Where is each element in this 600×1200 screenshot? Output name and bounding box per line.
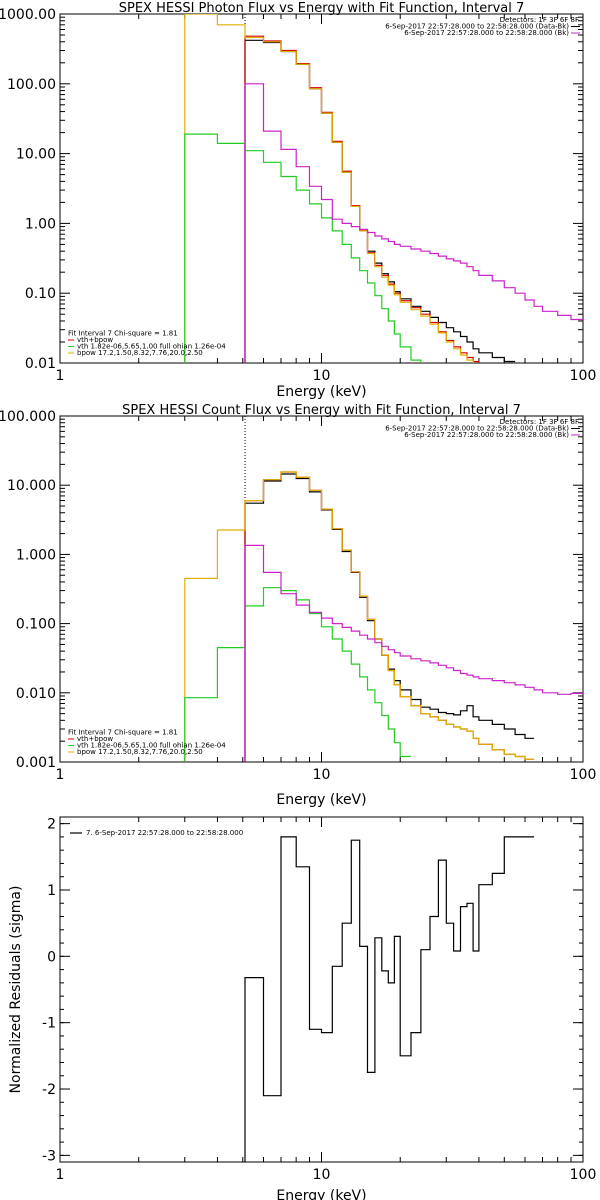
legend-entry: vth 1.82e-06,5.65,1.00 full ohian 1.26e-… bbox=[77, 742, 226, 750]
legend-entry: vth+bpow bbox=[77, 336, 113, 344]
x-axis: 1 10 100 bbox=[56, 14, 597, 384]
y-tick-label: 10.000 bbox=[7, 478, 56, 494]
plot-frame bbox=[59, 415, 584, 763]
x-axis: 1 10 100 bbox=[56, 817, 597, 1183]
series-data bbox=[244, 473, 535, 762]
y-tick-label: 0.010 bbox=[16, 686, 56, 702]
y-tick-label: 0.001 bbox=[16, 755, 56, 771]
y-tick-label: 0.10 bbox=[25, 286, 56, 302]
series-data bbox=[244, 39, 516, 363]
series-vth bbox=[184, 133, 422, 363]
y-tick-label: 0.100 bbox=[16, 617, 56, 633]
legend-entry: vth 1.82e-06,5.65,1.00 full ohian 1.26e-… bbox=[77, 343, 226, 351]
y-axis: 1000.00 100.00 10.00 1.00 0.10 0.01 bbox=[0, 7, 583, 372]
y-tick-label: 10.00 bbox=[16, 147, 56, 163]
legend-bottom: Fit Interval 7 Chi-square = 1.81vth+bpow… bbox=[68, 729, 226, 756]
x-tick-label: 100 bbox=[570, 767, 597, 783]
y-tick-label: 0.01 bbox=[25, 356, 56, 372]
panel-1: SPEX HESSI Photon Flux vs Energy with Fi… bbox=[0, 1, 597, 400]
series-background bbox=[244, 83, 583, 363]
series-group bbox=[244, 836, 535, 1162]
series-residuals bbox=[244, 836, 535, 1162]
x-tick-label: 10 bbox=[313, 1167, 331, 1183]
y-tick-label: 1 bbox=[47, 883, 56, 899]
legend-entry: Fit Interval 7 Chi-square = 1.81 bbox=[68, 330, 178, 338]
y-tick-label: -1 bbox=[42, 1016, 56, 1032]
x-tick-label: 1 bbox=[56, 368, 65, 384]
legend-entry: 6-Sep-2017 22:57:28.000 to 22:58:28.000 … bbox=[385, 425, 569, 433]
x-axis-label: Energy (keV) bbox=[276, 1188, 366, 1200]
y-tick-label: -2 bbox=[42, 1082, 56, 1098]
x-axis-label: Energy (keV) bbox=[276, 384, 366, 400]
legend-entry: 6-Sep-2017 22:57:28.000 to 22:58:28.000 … bbox=[404, 29, 569, 37]
legend-entry: bpow 17.2,1.50,8.32,7.76,20.0,2.50 bbox=[77, 748, 203, 756]
x-tick-label: 10 bbox=[313, 368, 331, 384]
x-tick-label: 1 bbox=[56, 767, 65, 783]
series-group bbox=[184, 471, 583, 762]
y-axis: 100.000 10.000 1.000 0.100 0.010 0.001 bbox=[0, 409, 583, 771]
x-axis-label: Energy (keV) bbox=[276, 792, 366, 808]
legend-top: Detectors: 1F 3F 6F 8F6-Sep-2017 22:57:2… bbox=[385, 16, 580, 37]
y-tick-label: 100.000 bbox=[0, 409, 56, 425]
legend-entry: 6-Sep-2017 22:57:28.000 to 22:58:28.000 … bbox=[404, 431, 569, 439]
y-tick-label: 1.00 bbox=[25, 216, 56, 232]
y-tick-label: 1.000 bbox=[16, 547, 56, 563]
x-axis: 1 10 100 bbox=[56, 416, 597, 783]
x-tick-label: 100 bbox=[570, 1167, 597, 1183]
panel-2: SPEX HESSI Count Flux vs Energy with Fit… bbox=[0, 403, 597, 808]
x-tick-label: 100 bbox=[570, 368, 597, 384]
legend-entry: 6-Sep-2017 22:57:28.000 to 22:58:28.000 … bbox=[385, 23, 569, 31]
chart-title: SPEX HESSI Count Flux vs Energy with Fit… bbox=[122, 403, 521, 418]
legend-entry: Fit Interval 7 Chi-square = 1.81 bbox=[68, 729, 178, 737]
legend-entry: 7. 6-Sep-2017 22:57:28.000 to 22:58:28.0… bbox=[86, 829, 243, 837]
series-fit bbox=[244, 471, 535, 762]
series-background bbox=[244, 544, 583, 762]
legend-bottom: Fit Interval 7 Chi-square = 1.81vth+bpow… bbox=[68, 330, 226, 357]
y-tick-label: -3 bbox=[42, 1148, 56, 1164]
y-axis-label: Normalized Residuals (sigma) bbox=[8, 886, 24, 1094]
legend-top: Detectors: 1F 3F 6F 8F6-Sep-2017 22:57:2… bbox=[385, 418, 580, 439]
chart-title: SPEX HESSI Photon Flux vs Energy with Fi… bbox=[119, 1, 525, 16]
legend-entry: vth+bpow bbox=[77, 735, 113, 743]
series-group bbox=[184, 14, 583, 363]
x-tick-label: 1 bbox=[56, 1167, 65, 1183]
y-tick-label: 2 bbox=[47, 817, 56, 833]
y-tick-label: 1000.00 bbox=[0, 7, 56, 23]
x-tick-label: 10 bbox=[313, 767, 331, 783]
y-tick-label: 0 bbox=[47, 949, 56, 965]
y-axis: 2 1 0 -1 -2 -3 bbox=[42, 817, 583, 1164]
series-vth bbox=[184, 587, 411, 762]
legend-top: 7. 6-Sep-2017 22:57:28.000 to 22:58:28.0… bbox=[70, 829, 243, 837]
legend-entry: Detectors: 1F 3F 6F 8F bbox=[500, 16, 579, 24]
legend-entry: Detectors: 1F 3F 6F 8F bbox=[500, 418, 579, 426]
legend-entry: bpow 17.2,1.50,8.32,7.76,20.0,2.50 bbox=[77, 349, 203, 357]
series-bpow bbox=[184, 471, 535, 762]
y-tick-label: 100.00 bbox=[7, 77, 56, 93]
series-bpow bbox=[184, 14, 474, 363]
series-fit bbox=[244, 35, 480, 363]
